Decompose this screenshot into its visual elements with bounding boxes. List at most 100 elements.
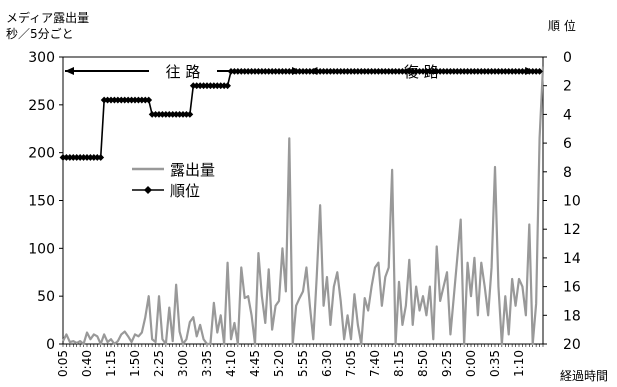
rank-point <box>368 67 375 75</box>
rank-point <box>80 154 87 161</box>
rank-point <box>498 67 506 75</box>
rank-point <box>114 96 122 104</box>
legend-label-exposure: 露出量 <box>170 161 215 179</box>
rank-point <box>231 67 238 75</box>
x-tick-label: 1:15 <box>104 350 118 377</box>
legend-rank-marker <box>144 186 152 194</box>
rank-point <box>402 67 410 75</box>
rank-point <box>90 154 98 161</box>
rank-point <box>186 111 194 118</box>
rank-point <box>279 67 286 75</box>
rank-point <box>93 154 101 161</box>
rank-point <box>66 154 74 161</box>
rank-point <box>395 67 403 75</box>
x-tick-label: 3:00 <box>176 350 190 377</box>
rank-point <box>258 67 266 75</box>
rank-point <box>333 67 341 75</box>
rank-point <box>159 111 166 118</box>
rank-point <box>337 67 345 75</box>
rank-point <box>104 96 111 104</box>
rank-point <box>364 67 372 75</box>
rank-point <box>464 67 471 75</box>
y-left-tick-label: 300 <box>28 50 55 66</box>
rank-point <box>200 82 207 90</box>
x-tick-label: 4:10 <box>224 350 238 377</box>
rank-point <box>210 82 218 90</box>
rank-point <box>495 67 502 75</box>
rank-point <box>357 67 365 75</box>
y-right-tick-label: 10 <box>563 194 581 210</box>
rank-point <box>447 67 454 75</box>
x-tick-label: 6:30 <box>320 350 334 377</box>
rank-point <box>361 67 369 75</box>
rank-point <box>145 96 153 104</box>
y-left-label-line1: メディア露出量 <box>6 10 89 25</box>
rank-point <box>76 154 84 161</box>
rank-point <box>148 111 156 118</box>
rank-point <box>292 67 300 75</box>
rank-point <box>429 67 437 75</box>
x-tick-label: 2:25 <box>152 350 166 377</box>
rank-point <box>237 67 245 75</box>
rank-point <box>303 67 310 75</box>
rank-point <box>306 67 314 75</box>
rank-point <box>299 67 307 75</box>
rank-point <box>416 67 423 75</box>
y-right-tick-label: 16 <box>563 280 581 296</box>
rank-point <box>111 96 118 104</box>
rank-point <box>189 82 197 90</box>
rank-point <box>354 67 362 75</box>
rank-point <box>289 67 297 75</box>
rank-point <box>251 67 259 75</box>
x-tick-label: 1:50 <box>128 350 142 377</box>
y-right-tick-label: 14 <box>563 251 581 267</box>
rank-point <box>409 67 417 75</box>
rank-point <box>351 67 358 75</box>
y-right-label: 順 位 <box>548 18 576 33</box>
rank-point <box>450 67 458 75</box>
segment-outbound-label-bg <box>149 59 217 81</box>
rank-point <box>165 111 173 118</box>
y-left-tick-label: 150 <box>28 194 55 210</box>
legend-label-rank: 順位 <box>170 182 200 200</box>
rank-point <box>378 67 386 75</box>
rank-point <box>327 67 334 75</box>
rank-point <box>488 67 495 75</box>
rank-point <box>87 154 94 161</box>
rank-point <box>100 96 108 104</box>
x-tick-label: 7:05 <box>344 350 358 377</box>
rank-point <box>491 67 499 75</box>
y-right-tick-label: 4 <box>563 107 572 123</box>
rank-point <box>340 67 348 75</box>
rank-point <box>426 67 434 75</box>
y-right-tick-label: 12 <box>563 222 581 238</box>
rank-point <box>501 67 509 75</box>
rank-point <box>282 67 290 75</box>
rank-point <box>261 67 269 75</box>
rank-point <box>138 96 146 104</box>
rank-point <box>344 67 351 75</box>
y-left-label-line2: 秒／5分ごと <box>6 26 74 41</box>
rank-point <box>224 82 231 90</box>
rank-point <box>73 154 81 161</box>
rank-point <box>405 67 413 75</box>
rank-point <box>433 67 441 75</box>
rank-point <box>443 67 451 75</box>
rank-point <box>213 82 221 90</box>
rank-point <box>69 154 77 161</box>
rank-point <box>525 67 533 75</box>
rank-point <box>375 67 382 75</box>
y-right-tick-label: 18 <box>563 308 581 324</box>
rank-point <box>285 67 293 75</box>
rank-point <box>529 67 537 75</box>
rank-point <box>128 96 135 104</box>
rank-point <box>522 67 530 75</box>
rank-point <box>392 67 399 75</box>
series-rank-line <box>63 70 540 159</box>
rank-point <box>272 67 279 75</box>
y-left-tick-label: 250 <box>28 98 55 114</box>
rank-point <box>515 67 523 75</box>
x-tick-label: 4:45 <box>248 350 262 377</box>
x-tick-label: 7:40 <box>368 350 382 377</box>
